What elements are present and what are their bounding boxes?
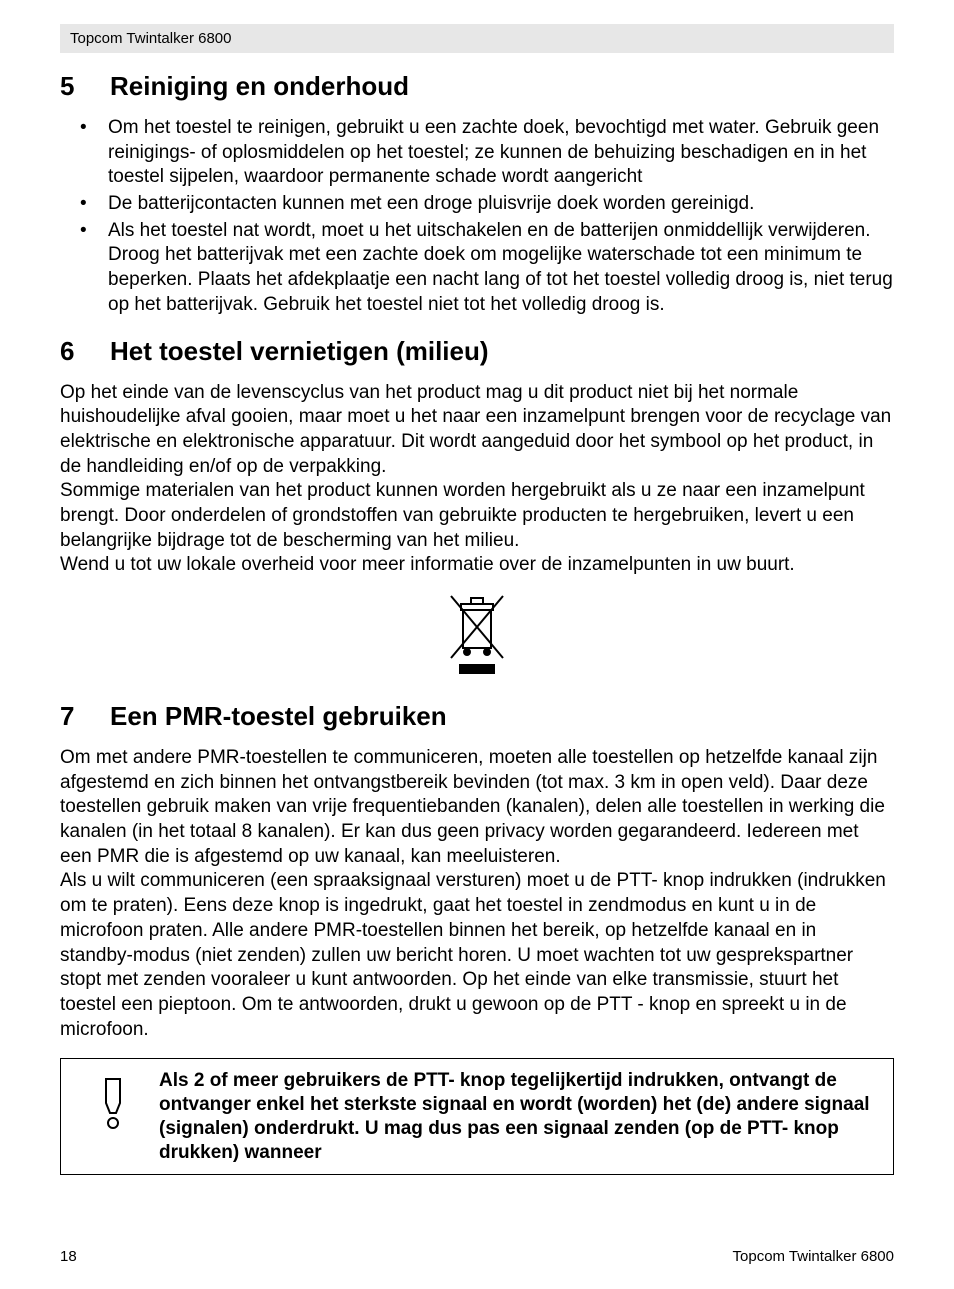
section-7-paragraph: Als u wilt communiceren (een spraaksigna… <box>60 869 894 1042</box>
document-page: Topcom Twintalker 6800 5 Reiniging en on… <box>0 0 954 1289</box>
section-6-paragraph: Op het einde van de levenscyclus van het… <box>60 381 894 480</box>
header-title: Topcom Twintalker 6800 <box>70 30 231 47</box>
callout-icon-column <box>73 1069 153 1138</box>
section-7-heading: 7 Een PMR-toestel gebruiken <box>60 701 894 732</box>
page-number: 18 <box>60 1248 77 1265</box>
section-7-paragraph: Om met andere PMR-toestellen te communic… <box>60 746 894 869</box>
exclamation-icon <box>98 1075 128 1138</box>
section-6-number: 6 <box>60 336 110 367</box>
footer-right-text: Topcom Twintalker 6800 <box>733 1248 894 1265</box>
callout-text: Als 2 of meer gebruikers de PTT- knop te… <box>153 1069 881 1164</box>
section-6-paragraph: Wend u tot uw lokale overheid voor meer … <box>60 553 894 578</box>
section-5-bullet-list: Om het toestel te reinigen, gebruikt u e… <box>60 116 894 318</box>
list-item: Om het toestel te reinigen, gebruikt u e… <box>80 116 894 190</box>
section-6-heading: 6 Het toestel vernietigen (milieu) <box>60 336 894 367</box>
list-item: De batterijcontacten kunnen met een drog… <box>80 192 894 217</box>
section-7-title: Een PMR-toestel gebruiken <box>110 701 447 732</box>
section-5-title: Reiniging en onderhoud <box>110 71 409 102</box>
section-7-number: 7 <box>60 701 110 732</box>
section-5-number: 5 <box>60 71 110 102</box>
page-header-bar: Topcom Twintalker 6800 <box>60 24 894 53</box>
page-footer: 18 Topcom Twintalker 6800 <box>60 1248 894 1265</box>
warning-callout: Als 2 of meer gebruikers de PTT- knop te… <box>60 1058 894 1175</box>
list-item: Als het toestel nat wordt, moet u het ui… <box>80 219 894 318</box>
weee-bin-icon <box>441 588 513 683</box>
weee-symbol-container <box>60 588 894 683</box>
section-5-heading: 5 Reiniging en onderhoud <box>60 71 894 102</box>
section-6-title: Het toestel vernietigen (milieu) <box>110 336 489 367</box>
section-6-paragraph: Sommige materialen van het product kunne… <box>60 479 894 553</box>
